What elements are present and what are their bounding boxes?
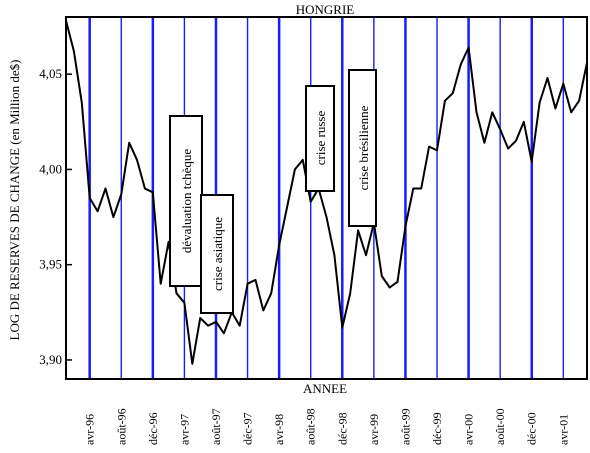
annotation-crise-bresilienne: crise brésilienne [348,69,377,227]
x-axis-label: ANNEE [303,381,347,396]
x-tick-label: août-98 [304,408,318,445]
x-tick-label: déc-96 [146,412,160,445]
y-axis-ticks: 3,90 3,95 4,00 4,05 [39,66,72,367]
x-tick-label: avr-99 [367,414,381,445]
annotation-text-crise-bresilienne: crise brésilienne [356,105,371,190]
plot-background [66,17,587,379]
annotation-text-devaluation-tcheque: dévaluation tchèque [179,149,194,254]
y-axis-label: LOG DE RESERVES DE CHANGE (en Million de… [7,60,22,341]
x-tick-label: août-96 [114,408,128,445]
annotation-box-crise-russe [305,85,335,192]
series-line [65,20,588,365]
x-tick-label: avr-96 [83,414,97,445]
x-tick-label: déc-98 [335,412,349,445]
annotation-box-devaluation-tcheque [169,115,203,287]
x-tick-label: déc-97 [241,412,255,445]
annotation-box-crise-bresilienne [348,69,377,227]
annotation-crise-russe: crise russe [305,85,335,192]
annotation-text-crise-russe: crise russe [313,111,328,166]
x-tick-label: août-99 [398,408,412,445]
y-tick-label: 4,05 [39,66,62,81]
annotation-crise-asiatique: crise asiatique [200,194,234,314]
x-tick-label: avr-00 [462,414,476,445]
x-tick-label: avr-98 [272,414,286,445]
y-tick-label: 3,95 [39,257,62,272]
annotation-box-crise-asiatique [200,194,234,314]
x-tick-label: avr-01 [556,414,570,445]
annotation-devaluation-tcheque: dévaluation tchèque [169,115,203,287]
x-tick-label: août-00 [493,408,507,445]
x-tick-label: déc-00 [525,412,539,445]
x-tick-label: déc-99 [430,412,444,445]
annotation-text-crise-asiatique: crise asiatique [210,217,225,291]
chart-title: HONGRIE [296,2,355,17]
x-tick-label: août-97 [209,408,223,445]
y-tick-label: 3,90 [39,352,62,367]
x-tick-label: avr-97 [177,414,191,445]
annotations: dévaluation tchèque crise asiatique cris… [169,69,377,314]
x-axis-ticks: avr-96 août-96 déc-96 avr-97 août-97 déc-97 av… [83,408,571,445]
plot-frame [65,16,588,380]
y-tick-label: 4,00 [39,161,62,176]
